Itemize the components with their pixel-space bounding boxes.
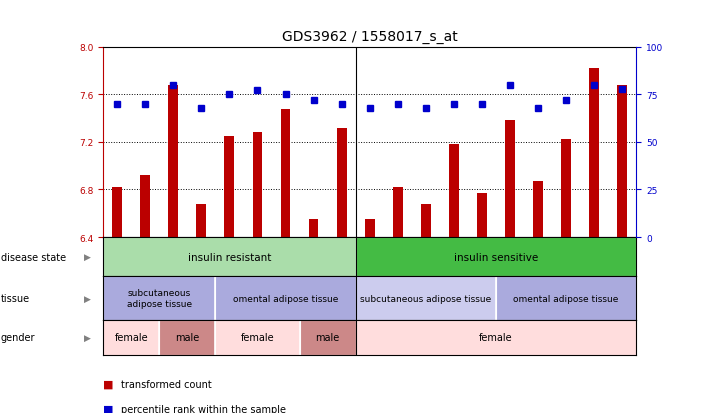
Text: ▶: ▶ [84, 294, 91, 303]
Bar [496, 277, 636, 320]
Bar [196, 204, 206, 237]
Bar [299, 320, 356, 355]
Text: ▶: ▶ [84, 253, 91, 261]
Text: gender: gender [1, 332, 36, 342]
Bar [393, 188, 402, 237]
Bar [103, 277, 215, 320]
Bar [225, 137, 235, 237]
Text: percentile rank within the sample: percentile rank within the sample [121, 404, 286, 413]
Bar [561, 140, 571, 237]
Text: male: male [316, 332, 340, 342]
Bar [356, 237, 636, 277]
Bar [449, 145, 459, 237]
Bar [103, 320, 159, 355]
Text: disease state: disease state [1, 252, 66, 262]
Bar [281, 109, 290, 237]
Text: insulin resistant: insulin resistant [188, 252, 271, 262]
Bar [505, 121, 515, 237]
Bar [159, 320, 215, 355]
Bar [103, 237, 356, 277]
Text: subcutaneous adipose tissue: subcutaneous adipose tissue [360, 294, 491, 303]
Text: male: male [175, 332, 199, 342]
Bar [356, 277, 496, 320]
Text: insulin sensitive: insulin sensitive [454, 252, 538, 262]
Bar [215, 277, 356, 320]
Text: female: female [240, 332, 274, 342]
Bar [140, 176, 150, 237]
Text: tissue: tissue [1, 293, 30, 303]
Bar [589, 69, 599, 237]
Text: female: female [479, 332, 513, 342]
Bar [356, 320, 636, 355]
Text: transformed count: transformed count [121, 379, 212, 389]
Bar [215, 320, 299, 355]
Title: GDS3962 / 1558017_s_at: GDS3962 / 1558017_s_at [282, 30, 458, 44]
Bar [112, 188, 122, 237]
Bar [477, 194, 487, 237]
Bar [533, 182, 543, 237]
Bar [617, 85, 627, 237]
Text: omental adipose tissue: omental adipose tissue [513, 294, 619, 303]
Bar [309, 220, 319, 237]
Text: female: female [114, 332, 148, 342]
Bar [337, 128, 346, 237]
Bar [252, 133, 262, 237]
Bar [169, 85, 178, 237]
Text: ■: ■ [103, 404, 114, 413]
Text: subcutaneous
adipose tissue: subcutaneous adipose tissue [127, 289, 192, 308]
Text: omental adipose tissue: omental adipose tissue [232, 294, 338, 303]
Bar [365, 220, 375, 237]
Text: ▶: ▶ [84, 333, 91, 342]
Text: ■: ■ [103, 379, 114, 389]
Bar [421, 204, 431, 237]
